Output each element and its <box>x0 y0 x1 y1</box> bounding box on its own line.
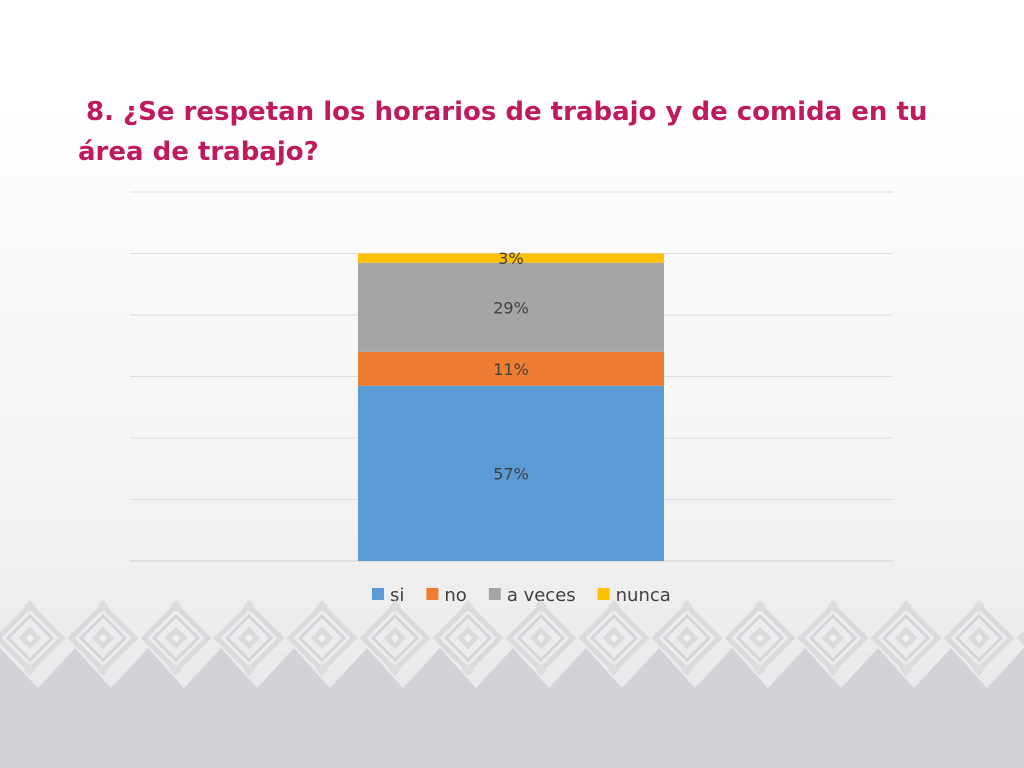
slide-title-text: 8. ¿Se respetan los horarios de trabajo … <box>78 97 928 167</box>
stacked-bar-chart: 57%11%29%3% si no a veces nunca <box>130 191 893 606</box>
data-labels: 57% 11% 29% 3% <box>493 249 529 483</box>
bar-segment <box>358 262 664 352</box>
data-label: 29% <box>493 298 529 317</box>
legend-swatch <box>597 588 610 600</box>
bar-segments <box>358 253 664 561</box>
data-label: 3% <box>498 249 523 268</box>
legend-swatch <box>372 588 384 600</box>
bar-segment <box>358 385 664 561</box>
pattern-base-band <box>0 648 1024 768</box>
legend-swatch <box>426 588 439 600</box>
bar-segment <box>358 351 664 386</box>
data-label: 57% <box>493 464 529 483</box>
legend-swatch <box>488 588 501 600</box>
decorative-pattern <box>0 600 1024 768</box>
bar-segment <box>358 253 664 263</box>
data-label: 11% <box>493 360 529 379</box>
slide-title: 8. ¿Se respetan los horarios de trabajo … <box>78 92 958 172</box>
